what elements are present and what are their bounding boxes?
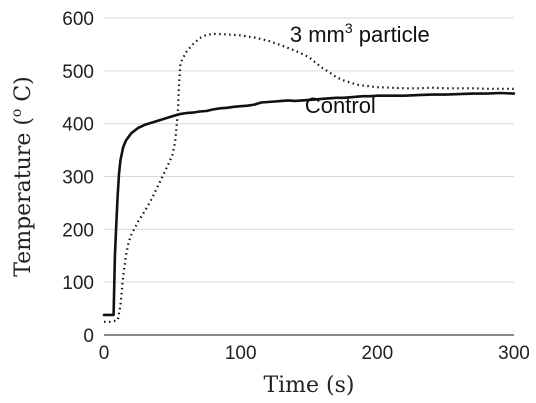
- series-lines: [102, 32, 516, 323]
- y-tick-label-500: 500: [62, 62, 94, 83]
- y-axis-title: Temperature (o C): [9, 76, 36, 277]
- y-tick-label-0: 0: [83, 326, 94, 347]
- x-tick-label-300: 300: [498, 343, 530, 364]
- x-axis-title: Time (s): [263, 373, 354, 398]
- series-label-particle: 3 mm3 particle: [290, 20, 430, 47]
- x-tick-label-200: 200: [361, 343, 393, 364]
- series-line-particle: [104, 32, 514, 323]
- x-tick-label-0: 0: [99, 343, 110, 364]
- gridlines: [104, 17, 514, 283]
- labels: 0 100 200 300 400 500 600 0 100 200 300 Control 3 mm…: [62, 9, 530, 364]
- y-tick-label-400: 400: [62, 115, 94, 136]
- y-tick-label-200: 200: [62, 220, 94, 241]
- y-tick-label-100: 100: [62, 273, 94, 294]
- y-tick-label-300: 300: [62, 168, 94, 189]
- series-line-control: [102, 91, 516, 317]
- series-label-control: Control: [305, 93, 376, 118]
- y-tick-label-600: 600: [62, 9, 94, 30]
- x-tick-label-100: 100: [225, 343, 257, 364]
